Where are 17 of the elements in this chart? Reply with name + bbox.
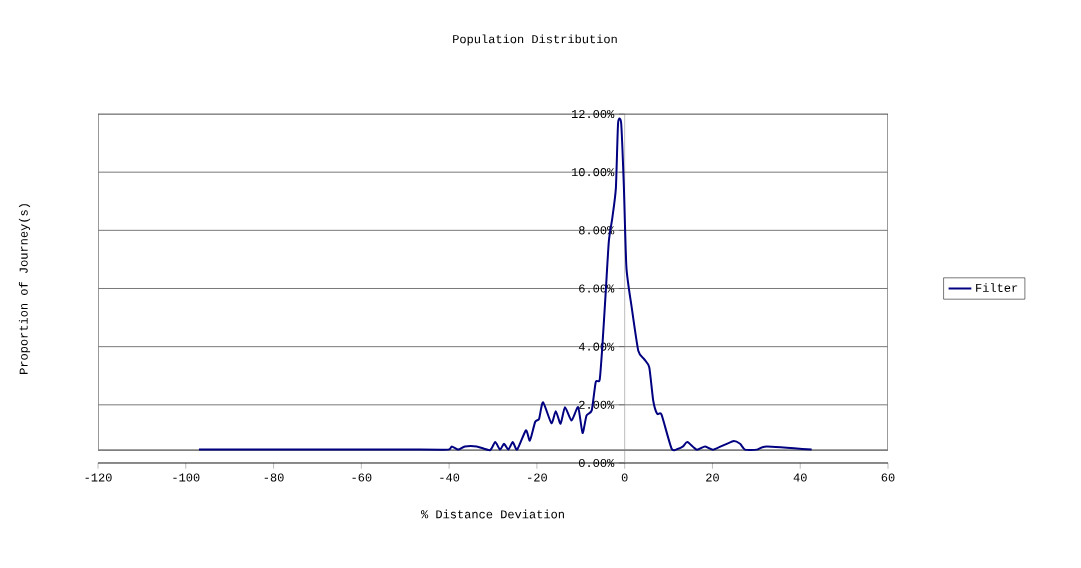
x-tick-label: 40 <box>793 473 807 482</box>
y-axis-title: Proportion of Journey(s) <box>18 204 31 374</box>
x-axis-title: % Distance Deviation <box>420 509 564 519</box>
x-tick-label: -20 <box>528 473 547 482</box>
x-tick-label: -60 <box>352 473 372 482</box>
x-tick-label: 20 <box>706 473 719 482</box>
x-tick-label: 60 <box>881 473 895 482</box>
x-tick-label: 0 <box>621 473 628 482</box>
y-tick-label: 0.00% <box>579 458 615 468</box>
legend-label: Filter <box>976 283 1018 292</box>
x-tick-label: -80 <box>264 473 284 482</box>
x-tick-label: -120 <box>85 473 112 482</box>
chart-title: Population Distribution <box>453 34 617 46</box>
x-tick-label: -100 <box>173 473 200 482</box>
y-tick-label: 10.00% <box>571 168 615 177</box>
x-tick-label: -40 <box>440 473 460 482</box>
y-tick-label: 12.00% <box>571 109 615 119</box>
